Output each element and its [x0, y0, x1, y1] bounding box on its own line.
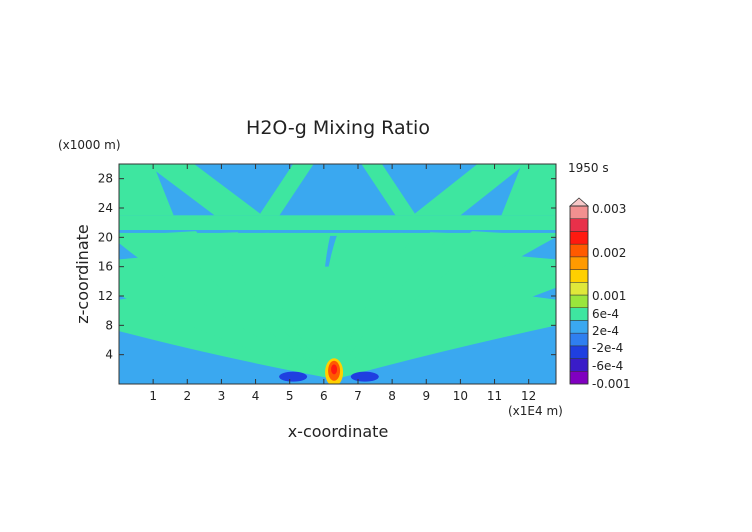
field-layers — [119, 164, 556, 384]
colorbar-segment — [569, 358, 589, 372]
colorbar-label: -6e-4 — [592, 359, 623, 373]
x-tick-label: 1 — [149, 389, 157, 403]
colorbar-segment — [569, 307, 589, 321]
colorbar-segment — [569, 345, 589, 359]
colorbar-frame — [569, 205, 589, 385]
x-tick-label: 4 — [252, 389, 260, 403]
x-tick-label: 6 — [320, 389, 328, 403]
colorbar-label: -0.001 — [592, 377, 631, 391]
colorbar-segment — [569, 269, 589, 283]
y-tick-label: 16 — [98, 260, 113, 274]
x-tick-label: 9 — [422, 389, 430, 403]
x-axis-label: x-coordinate — [288, 422, 389, 441]
y-tick-label: 20 — [98, 230, 113, 244]
field-streak — [327, 253, 556, 378]
colorbar-segment — [569, 231, 589, 245]
field-upper-streak — [501, 164, 556, 216]
field-upper-streak — [412, 164, 526, 216]
colorbar-segment — [569, 256, 589, 270]
colorbar-segment — [569, 243, 589, 258]
colorbar: 0.003 0.002 0.001 6e-4 2e-4 -2e-4 -6e-4 -0.001 — [568, 197, 631, 391]
colorbar-label: 2e-4 — [592, 324, 619, 338]
colorbar-segment — [569, 332, 589, 347]
colorbar-top-arrow — [568, 197, 590, 207]
x-tick-label: 2 — [183, 389, 191, 403]
colorbar-label: 0.002 — [592, 246, 626, 260]
colorbar-segment — [569, 320, 589, 334]
y-tick-label: 12 — [98, 289, 113, 303]
x-tick-label: 8 — [388, 389, 396, 403]
time-label: 1950 s — [568, 161, 609, 175]
x-tick-label: 12 — [521, 389, 536, 403]
colorbar-segment — [569, 371, 589, 385]
x-tick-label: 5 — [286, 389, 294, 403]
field-upper-streak — [119, 164, 174, 216]
colorbar-label: 6e-4 — [592, 307, 619, 321]
y-tick-label: 24 — [98, 201, 113, 215]
field-negative-lobe — [279, 371, 308, 382]
field-streak — [323, 233, 379, 377]
plot-area — [119, 164, 556, 384]
colorbar-segment — [569, 294, 589, 308]
x-tick-label: 7 — [354, 389, 362, 403]
field-streak — [329, 231, 556, 377]
colorbar-segment — [569, 205, 589, 219]
colorbar-segment — [569, 282, 589, 296]
colorbar-label: 0.003 — [592, 202, 626, 216]
colorbar-segment — [569, 218, 589, 232]
field-upper-streak — [361, 164, 417, 216]
x-tick-label: 3 — [218, 389, 226, 403]
x-tick-label: 11 — [487, 389, 502, 403]
plot-frame — [118, 163, 557, 385]
y-ticks: 4 8 12 16 20 24 28 — [98, 172, 556, 362]
field-negative-lobe — [350, 371, 379, 382]
field-streak — [316, 266, 347, 377]
y-tick-label: 8 — [105, 318, 113, 332]
colorbar-label: -2e-4 — [592, 341, 623, 355]
chart-title: H2O-g Mixing Ratio — [246, 117, 430, 139]
field-core-max — [331, 364, 338, 375]
colorbar-label: 0.001 — [592, 289, 626, 303]
field-upper-streak — [258, 164, 314, 216]
x-axis-unit-label: (x1E4 m) — [508, 404, 563, 418]
y-tick-label: 28 — [98, 172, 113, 186]
field-band — [119, 215, 556, 230]
x-ticks: 1 2 3 4 5 6 7 8 9 10 11 12 — [149, 164, 536, 403]
x-tick-label: 10 — [453, 389, 468, 403]
y-tick-label: 4 — [105, 348, 113, 362]
y-axis-unit-label: (x1000 m) — [58, 138, 121, 152]
field-upper-streak — [146, 164, 263, 216]
y-axis-label: z-coordinate — [73, 224, 92, 324]
